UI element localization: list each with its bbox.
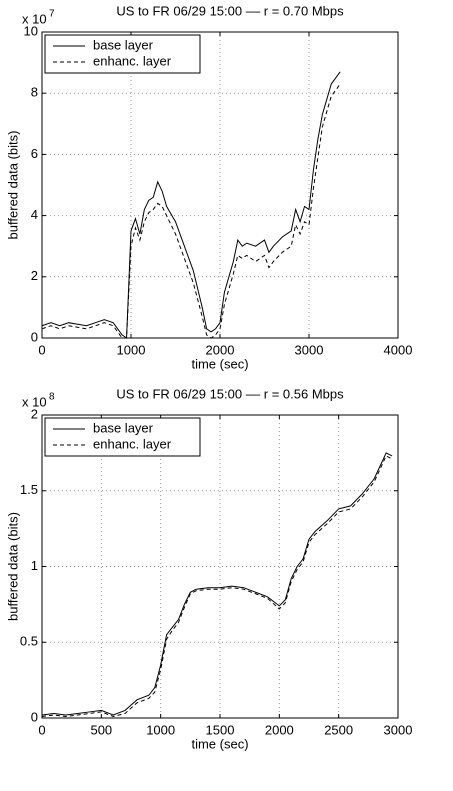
y-tick-label: 0.5 [20,634,38,649]
chart-title: US to FR 06/29 15:00 –– r = 0.70 Mbps [116,3,344,18]
y-tick-label: 2 [31,268,38,283]
chart: 0 2 4 6 8 10 0 1000 2000 3000 4000 US to FR 06/29 1… [5,3,412,371]
x-tick-label: 4000 [384,342,413,357]
y-tick-label: 0 [31,329,38,344]
y-axis-label: buffered data (bits) [5,512,20,621]
x-tick-label: 500 [90,722,112,737]
chart-title: US to FR 06/29 15:00 –– r = 0.56 Mbps [116,386,344,401]
data-line [41,452,393,716]
plot-frame [41,414,399,719]
x-tick-label: 0 [38,342,45,357]
legend-label: base layer [93,37,154,52]
y-tick-label: 2 [31,406,38,421]
x-tick-label: 3000 [384,722,413,737]
y-tick-label: 1 [31,558,38,573]
y-tick-label: 8 [31,85,38,100]
x-tick-label: 1000 [117,342,146,357]
plot-frame [41,31,399,339]
y-tick-label: 4 [31,207,38,222]
x-tick-label: 1000 [146,722,175,737]
y-scale-exponent: 8 [49,392,55,403]
x-tick-label: 2500 [324,722,353,737]
x-tick-label: 1500 [206,722,235,737]
y-tick-label: 0 [31,709,38,724]
y-axis-label: buffered data (bits) [5,131,20,240]
x-axis-label: time (sec) [191,356,248,371]
data-line [41,71,341,339]
y-tick-label: 10 [24,23,38,38]
data-line [41,83,341,339]
data-line [41,455,393,718]
x-tick-label: 0 [38,722,45,737]
chart: 0 0.5 1 1.5 2 0 500 1000 1500 2000 2500 3000 US to F… [5,386,412,751]
x-tick-label: 2000 [206,342,235,357]
y-tick-label: 6 [31,146,38,161]
legend-box [44,417,201,457]
x-tick-label: 3000 [295,342,324,357]
legend-label: enhanc. layer [93,53,172,68]
x-tick-label: 2000 [265,722,294,737]
legend-label: enhanc. layer [93,436,172,451]
y-tick-label: 1.5 [20,482,38,497]
legend-label: base layer [93,420,154,435]
y-scale-label: x 10 [22,11,47,26]
y-scale-label: x 10 [22,394,47,409]
y-scale-exponent: 7 [49,9,55,20]
x-axis-label: time (sec) [191,736,248,751]
legend-box [44,34,201,74]
